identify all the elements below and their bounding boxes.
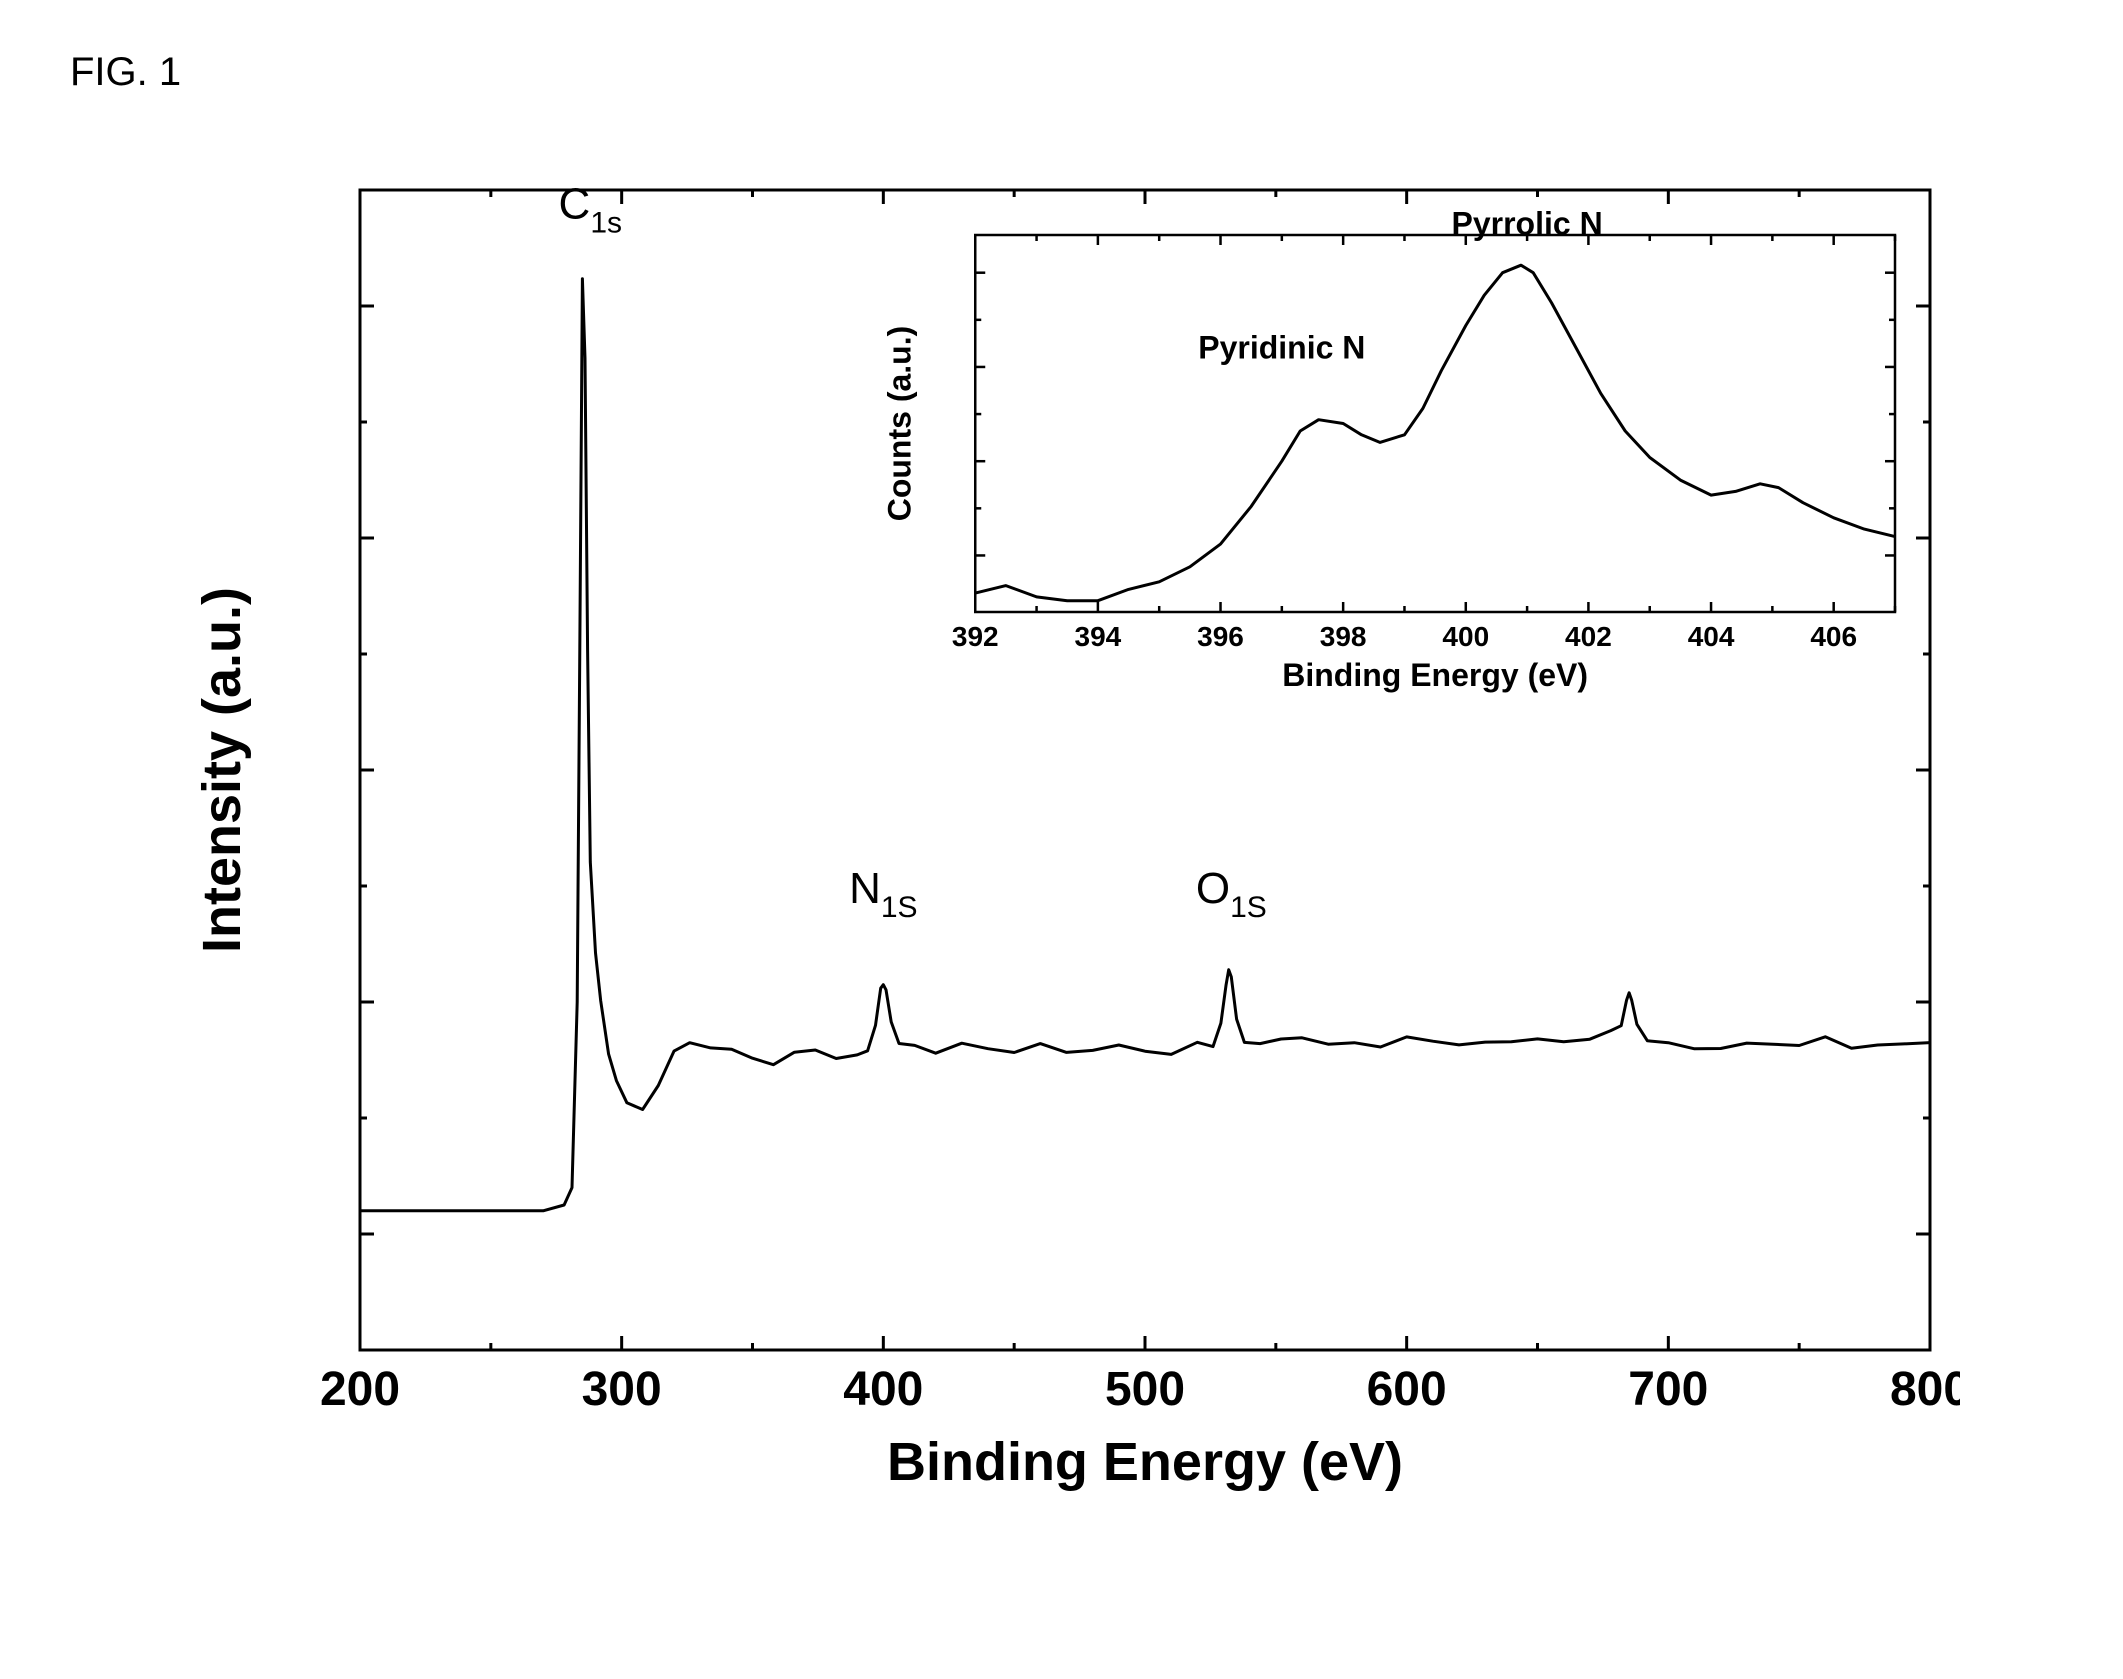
svg-text:Intensity (a.u.): Intensity (a.u.) <box>192 587 252 953</box>
svg-text:392: 392 <box>952 621 999 652</box>
svg-text:500: 500 <box>1105 1363 1185 1416</box>
svg-text:Counts (a.u.): Counts (a.u.) <box>881 326 917 522</box>
svg-text:600: 600 <box>1367 1363 1447 1416</box>
chart-container: 200 300 400 500 600 700 800 Binding Energy (eV)… <box>160 170 1960 1570</box>
svg-text:Binding Energy (eV): Binding Energy (eV) <box>1282 657 1588 693</box>
svg-text:398: 398 <box>1320 621 1367 652</box>
svg-text:200: 200 <box>320 1363 400 1416</box>
svg-text:400: 400 <box>843 1363 923 1416</box>
svg-text:300: 300 <box>582 1363 662 1416</box>
svg-text:400: 400 <box>1442 621 1489 652</box>
svg-text:396: 396 <box>1197 621 1244 652</box>
svg-text:Pyridinic N: Pyridinic N <box>1198 330 1365 366</box>
svg-text:800: 800 <box>1890 1363 1960 1416</box>
svg-text:Pyrrolic N: Pyrrolic N <box>1452 205 1603 241</box>
svg-text:700: 700 <box>1628 1363 1708 1416</box>
svg-text:404: 404 <box>1688 621 1735 652</box>
svg-text:Binding Energy (eV): Binding Energy (eV) <box>887 1432 1403 1492</box>
svg-text:394: 394 <box>1075 621 1122 652</box>
svg-text:406: 406 <box>1810 621 1857 652</box>
figure-label: FIG. 1 <box>70 50 181 95</box>
xps-chart: 200 300 400 500 600 700 800 Binding Energy (eV)… <box>160 170 1960 1570</box>
svg-text:402: 402 <box>1565 621 1612 652</box>
